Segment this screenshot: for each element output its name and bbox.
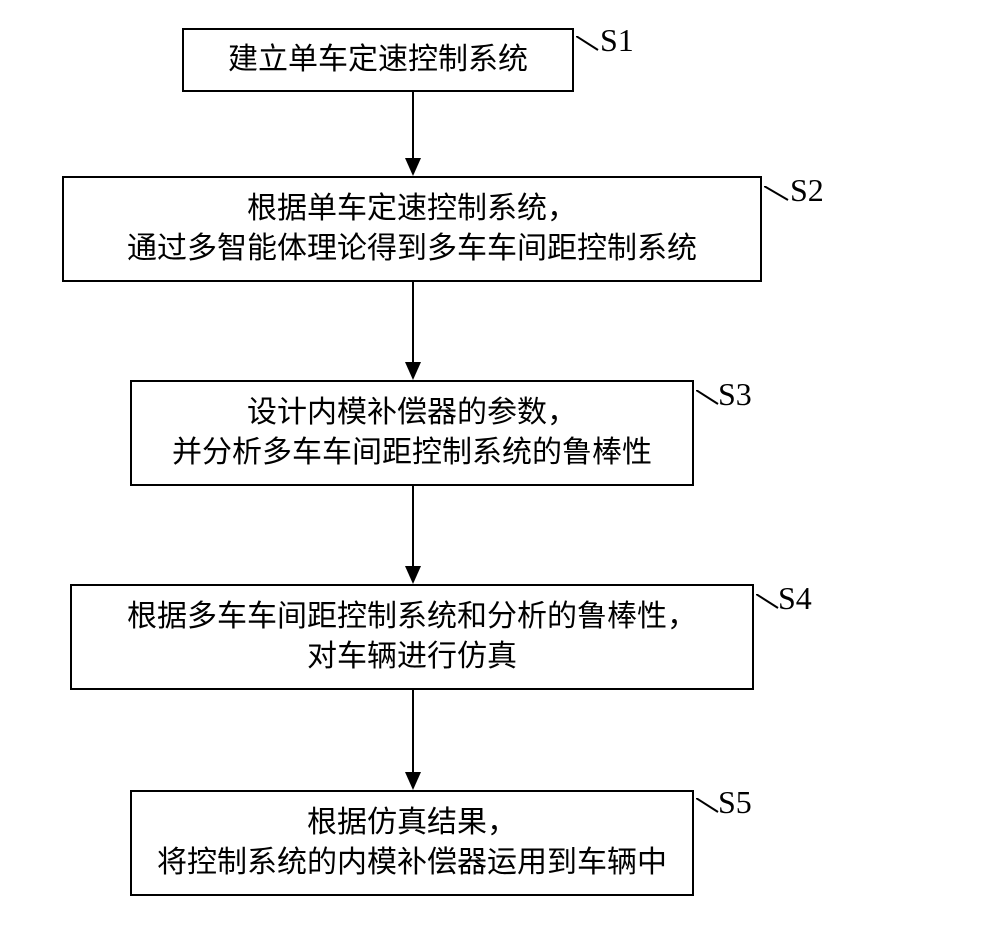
pointer-line [764, 186, 790, 202]
arrow-shaft [412, 92, 414, 160]
flow-node-text: 将控制系统的内模补偿器运用到车辆中 [157, 843, 667, 883]
arrow-shaft [412, 282, 414, 364]
arrow-head-icon [405, 158, 421, 176]
flow-node-text: 建立单车定速控制系统 [228, 40, 528, 80]
flow-node-s1: 建立单车定速控制系统 [182, 28, 574, 92]
arrow-head-icon [405, 362, 421, 380]
pointer-line [696, 798, 720, 814]
arrow-shaft [412, 486, 414, 568]
arrow-head-icon [405, 566, 421, 584]
step-label: S5 [718, 784, 752, 821]
arrow-head-icon [405, 772, 421, 790]
flowchart-canvas: 建立单车定速控制系统根据单车定速控制系统，通过多智能体理论得到多车车间距控制系统… [0, 0, 1000, 942]
step-label: S4 [778, 580, 812, 617]
flow-node-text: 通过多智能体理论得到多车车间距控制系统 [127, 229, 697, 269]
flow-node-text: 根据单车定速控制系统， [247, 189, 577, 229]
flow-node-text: 根据仿真结果， [307, 803, 517, 843]
flow-node-text: 对车辆进行仿真 [307, 637, 517, 677]
step-label: S2 [790, 172, 824, 209]
flow-node-s2: 根据单车定速控制系统，通过多智能体理论得到多车车间距控制系统 [62, 176, 762, 282]
pointer-line [756, 594, 780, 610]
flow-node-text: 并分析多车车间距控制系统的鲁棒性 [172, 433, 652, 473]
flow-node-s5: 根据仿真结果，将控制系统的内模补偿器运用到车辆中 [130, 790, 694, 896]
pointer-line [576, 36, 600, 52]
pointer-line [696, 390, 720, 406]
flow-node-text: 根据多车车间距控制系统和分析的鲁棒性， [127, 597, 697, 637]
step-label: S1 [600, 22, 634, 59]
flow-node-s3: 设计内模补偿器的参数，并分析多车车间距控制系统的鲁棒性 [130, 380, 694, 486]
flow-node-text: 设计内模补偿器的参数， [247, 393, 577, 433]
arrow-shaft [412, 690, 414, 774]
flow-node-s4: 根据多车车间距控制系统和分析的鲁棒性，对车辆进行仿真 [70, 584, 754, 690]
step-label: S3 [718, 376, 752, 413]
